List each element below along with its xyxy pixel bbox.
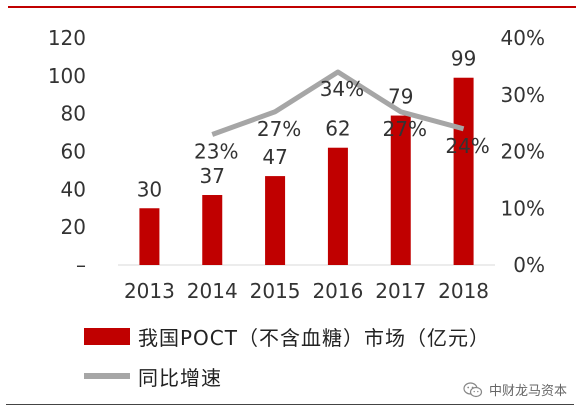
growth-value-label: 27% — [257, 117, 301, 141]
bar-value-label: 62 — [325, 117, 350, 141]
x-tick-label: 2015 — [250, 279, 301, 303]
bar — [202, 195, 223, 265]
y-left-tick-label: 120 — [48, 26, 86, 50]
x-axis-ticks: 2013 2014 2015 2016 2017 2018 — [124, 279, 489, 303]
y-left-tick-label: 100 — [48, 64, 86, 88]
y-right-tick-label: 10% — [501, 196, 545, 220]
legend-line-swatch — [84, 373, 130, 379]
growth-value-label: 24% — [445, 134, 489, 158]
growth-value-label: 27% — [383, 117, 427, 141]
legend-item-growth: 同比增速 — [84, 356, 490, 396]
legend-item-market: 我国POCT（不含血糖）市场（亿元） — [84, 316, 490, 356]
bar-value-label: 37 — [200, 164, 225, 188]
x-tick-label: 2018 — [438, 279, 489, 303]
bar — [390, 115, 411, 265]
y-right-tick-label: 30% — [501, 83, 545, 107]
growth-rate-line — [211, 69, 465, 137]
y-left-tick-label: – — [76, 253, 86, 277]
bar-series — [139, 77, 474, 265]
bar — [453, 77, 474, 265]
bar-value-label: 30 — [137, 177, 162, 201]
legend: 我国POCT（不含血糖）市场（亿元） 同比增速 — [84, 316, 490, 396]
watermark: 中财龙马资本 — [463, 380, 567, 399]
x-tick-label: 2017 — [375, 279, 426, 303]
y-right-tick-label: 0% — [513, 253, 545, 277]
growth-value-label: 34% — [320, 77, 364, 101]
x-tick-label: 2013 — [124, 279, 175, 303]
growth-data-labels: 23% 27% 34% 27% 24% — [194, 77, 490, 163]
x-tick-label: 2016 — [312, 279, 363, 303]
top-accent-rule — [8, 6, 576, 8]
y-left-tick-label: 80 — [61, 102, 86, 126]
watermark-text: 中财龙马资本 — [488, 384, 567, 399]
legend-label-growth: 同比增速 — [138, 365, 222, 390]
x-tick-label: 2014 — [187, 279, 238, 303]
legend-bar-swatch — [84, 327, 130, 345]
wechat-icon — [463, 381, 483, 397]
bar — [265, 176, 286, 265]
growth-value-label: 23% — [194, 139, 238, 163]
y-left-tick-label: 20 — [61, 215, 86, 239]
legend-label-market: 我国POCT（不含血糖）市场（亿元） — [138, 325, 490, 350]
y-right-tick-label: 20% — [501, 140, 545, 164]
y-left-tick-label: 40 — [61, 177, 86, 201]
right-axis-ticks: 0% 10% 20% 30% 40% — [501, 26, 545, 277]
y-right-tick-label: 40% — [501, 26, 545, 50]
y-left-tick-label: 60 — [61, 140, 86, 164]
bar — [139, 208, 160, 265]
bar-value-label: 47 — [262, 145, 287, 169]
bar — [327, 147, 348, 265]
bottom-rule — [6, 404, 574, 405]
bar-value-label: 99 — [451, 47, 476, 71]
left-axis-ticks: – 20 40 60 80 100 120 — [48, 26, 86, 277]
